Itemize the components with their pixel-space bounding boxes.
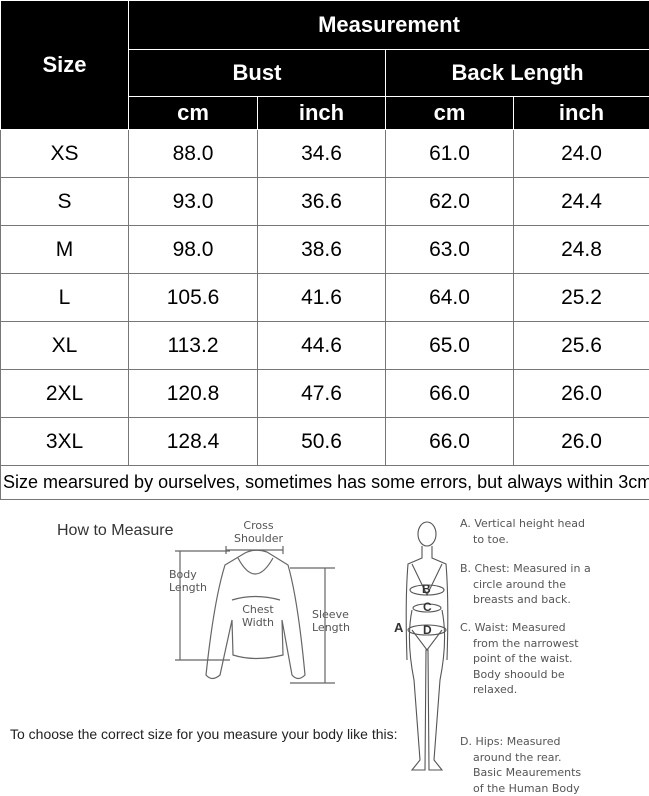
sweater-diagram-icon <box>170 540 340 690</box>
instruction-text: To choose the correct size for you measu… <box>10 726 398 742</box>
measure-item-line: point of the waist. <box>460 651 579 667</box>
measurement-cell: 66.0 <box>386 418 514 466</box>
figure-label-b: B <box>422 582 431 596</box>
measure-item-line: breasts and back. <box>460 592 591 608</box>
measurement-cell: 61.0 <box>386 130 514 178</box>
measurement-cell: 65.0 <box>386 322 514 370</box>
measurement-cell: 34.6 <box>258 130 386 178</box>
measurement-header: Measurement <box>129 1 649 50</box>
size-note: Size mearsured by ourselves, sometimes h… <box>1 466 649 500</box>
measurement-cell: 25.6 <box>514 322 649 370</box>
measure-item-line: circle around the <box>460 577 591 593</box>
measure-item-line: A. Vertical height head <box>460 516 585 532</box>
measurement-cell: 120.8 <box>129 370 258 418</box>
measurement-cell: 62.0 <box>386 178 514 226</box>
figure-label-a: A <box>394 620 403 635</box>
unit-header: inch <box>258 97 386 130</box>
measurement-cell: 50.6 <box>258 418 386 466</box>
measurement-cell: 36.6 <box>258 178 386 226</box>
measurement-cell: 25.2 <box>514 274 649 322</box>
back-length-header: Back Length <box>386 50 649 97</box>
size-cell: XL <box>1 322 129 370</box>
unit-header: cm <box>386 97 514 130</box>
guide-title: How to Measure <box>57 522 174 540</box>
measure-item-line: around the rear. <box>460 750 581 766</box>
bust-header: Bust <box>129 50 386 97</box>
size-cell: XS <box>1 130 129 178</box>
measurement-cell: 24.8 <box>514 226 649 274</box>
measure-item-line: Basic Meaurements <box>460 765 581 781</box>
measurement-cell: 98.0 <box>129 226 258 274</box>
measurement-cell: 41.6 <box>258 274 386 322</box>
measurement-cell: 26.0 <box>514 418 649 466</box>
measure-item-line: C. Waist: Measured <box>460 620 579 636</box>
unit-header: cm <box>129 97 258 130</box>
measurement-cell: 66.0 <box>386 370 514 418</box>
body-figure-icon <box>392 510 462 785</box>
measure-item-line: to toe. <box>460 532 585 548</box>
measure-item-line: D. Hips: Measured <box>460 734 581 750</box>
measurement-cell: 88.0 <box>129 130 258 178</box>
measure-item-line: B. Chest: Measured in a <box>460 561 591 577</box>
measurement-cell: 113.2 <box>129 322 258 370</box>
measurement-cell: 24.0 <box>514 130 649 178</box>
unit-header: inch <box>514 97 649 130</box>
measurement-cell: 38.6 <box>258 226 386 274</box>
size-chart-table: Size Measurement Bust Back Length cm inc… <box>0 0 649 500</box>
measurement-cell: 128.4 <box>129 418 258 466</box>
figure-label-c: C <box>423 600 432 614</box>
figure-label-d: D <box>423 623 432 637</box>
size-cell: 2XL <box>1 370 129 418</box>
size-cell: M <box>1 226 129 274</box>
size-cell: S <box>1 178 129 226</box>
measurement-cell: 64.0 <box>386 274 514 322</box>
measurement-cell: 26.0 <box>514 370 649 418</box>
measure-item-line: relaxed. <box>460 682 579 698</box>
measurement-cell: 24.4 <box>514 178 649 226</box>
measure-item-line: from the narrowest <box>460 636 579 652</box>
measurement-cell: 105.6 <box>129 274 258 322</box>
size-cell: L <box>1 274 129 322</box>
size-cell: 3XL <box>1 418 129 466</box>
measurement-cell: 44.6 <box>258 322 386 370</box>
measurement-cell: 47.6 <box>258 370 386 418</box>
measure-item-line: Body shoould be <box>460 667 579 683</box>
measurement-cell: 63.0 <box>386 226 514 274</box>
size-header: Size <box>1 1 129 130</box>
measure-item-line: of the Human Body <box>460 781 581 796</box>
measurement-cell: 93.0 <box>129 178 258 226</box>
